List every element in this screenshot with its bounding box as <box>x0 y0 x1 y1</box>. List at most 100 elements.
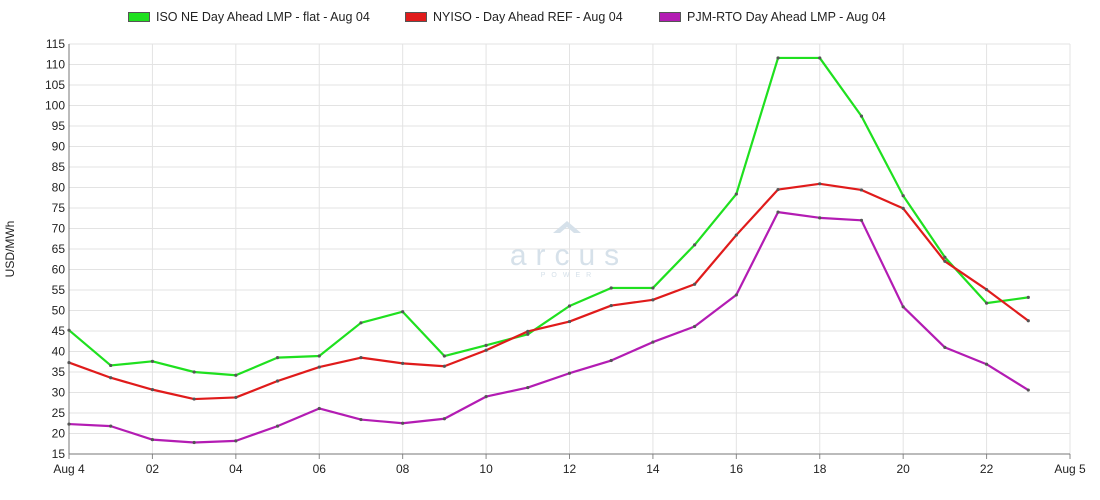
data-point-iso-ne[interactable] <box>1026 295 1030 299</box>
data-point-nyiso[interactable] <box>818 182 822 186</box>
data-point-iso-ne[interactable] <box>901 194 905 198</box>
data-point-nyiso[interactable] <box>651 298 655 302</box>
y-tick-label: 40 <box>52 345 66 359</box>
y-tick-label: 80 <box>52 181 66 195</box>
data-point-iso-ne[interactable] <box>609 286 613 290</box>
series-line-iso-ne[interactable] <box>68 56 1029 377</box>
data-point-pjm[interactable] <box>651 340 655 344</box>
data-point-iso-ne[interactable] <box>442 354 446 358</box>
data-point-nyiso[interactable] <box>1026 319 1030 323</box>
data-point-pjm[interactable] <box>275 424 280 428</box>
x-tick-label: Aug 4 <box>53 462 85 476</box>
data-point-nyiso[interactable] <box>442 364 446 368</box>
data-point-pjm[interactable] <box>150 438 155 442</box>
data-point-nyiso[interactable] <box>67 360 71 365</box>
data-point-iso-ne[interactable] <box>109 363 113 368</box>
data-point-nyiso[interactable] <box>234 395 238 400</box>
data-point-nyiso[interactable] <box>901 206 905 211</box>
y-tick-label: 115 <box>46 37 65 51</box>
data-point-iso-ne[interactable] <box>651 286 655 290</box>
data-point-nyiso[interactable] <box>484 348 488 352</box>
x-tick-label: 12 <box>563 462 577 476</box>
x-tick-label: Aug 5 <box>1054 462 1086 476</box>
data-point-pjm[interactable] <box>984 362 989 366</box>
data-point-pjm[interactable] <box>943 345 947 349</box>
data-point-nyiso[interactable] <box>192 397 196 401</box>
data-point-pjm[interactable] <box>859 218 864 222</box>
data-point-iso-ne[interactable] <box>693 243 697 247</box>
data-point-nyiso[interactable] <box>109 376 113 380</box>
legend-item-nyiso[interactable]: NYISO - Day Ahead REF - Aug 04 <box>405 7 623 27</box>
data-point-pjm[interactable] <box>567 371 572 375</box>
data-point-pjm[interactable] <box>776 210 780 214</box>
data-point-iso-ne[interactable] <box>359 321 363 325</box>
data-point-pjm[interactable] <box>234 439 238 443</box>
data-point-pjm[interactable] <box>526 385 530 390</box>
data-point-iso-ne[interactable] <box>234 373 238 377</box>
data-point-iso-ne[interactable] <box>776 56 780 60</box>
data-point-nyiso[interactable] <box>943 259 947 263</box>
legend-item-pjm[interactable]: PJM-RTO Day Ahead LMP - Aug 04 <box>659 7 886 27</box>
data-point-iso-ne[interactable] <box>192 370 196 374</box>
data-point-pjm[interactable] <box>317 406 321 411</box>
data-point-iso-ne[interactable] <box>984 301 989 305</box>
y-tick-label: 65 <box>52 242 66 256</box>
data-point-nyiso[interactable] <box>609 303 613 308</box>
y-tick-label: 45 <box>52 324 66 338</box>
data-point-iso-ne[interactable] <box>943 255 947 259</box>
data-point-nyiso[interactable] <box>359 356 363 360</box>
data-point-iso-ne[interactable] <box>150 359 155 363</box>
data-point-pjm[interactable] <box>67 422 71 426</box>
data-point-pjm[interactable] <box>359 417 363 422</box>
data-point-pjm[interactable] <box>734 293 738 297</box>
series-layer <box>67 56 1030 445</box>
data-point-nyiso[interactable] <box>526 329 530 334</box>
data-point-nyiso[interactable] <box>401 361 405 365</box>
data-point-iso-ne[interactable] <box>401 310 405 314</box>
data-point-pjm[interactable] <box>192 440 196 445</box>
y-tick-label: 55 <box>52 283 66 297</box>
x-tick-label: 16 <box>730 462 744 476</box>
data-point-nyiso[interactable] <box>776 187 780 192</box>
series-line-pjm[interactable] <box>68 211 1029 444</box>
data-point-iso-ne[interactable] <box>67 328 71 332</box>
data-point-iso-ne[interactable] <box>317 354 321 358</box>
data-point-nyiso[interactable] <box>859 188 864 192</box>
data-point-nyiso[interactable] <box>275 379 280 383</box>
y-tick-label: 110 <box>46 58 65 72</box>
series-line-nyiso[interactable] <box>68 182 1029 401</box>
watermark-peak-icon <box>553 221 581 233</box>
data-point-nyiso[interactable] <box>567 319 572 324</box>
data-point-pjm[interactable] <box>693 324 697 329</box>
legend-label-nyiso: NYISO - Day Ahead REF - Aug 04 <box>433 10 623 24</box>
data-point-pjm[interactable] <box>1026 388 1030 392</box>
data-point-iso-ne[interactable] <box>734 192 738 196</box>
x-tick-label: 22 <box>980 462 994 476</box>
data-point-pjm[interactable] <box>401 421 405 425</box>
x-tick-label: 10 <box>479 462 493 476</box>
data-point-pjm[interactable] <box>818 216 822 220</box>
data-point-pjm[interactable] <box>442 417 446 421</box>
data-point-nyiso[interactable] <box>984 287 989 292</box>
x-tick-label: 02 <box>146 462 160 476</box>
data-point-nyiso[interactable] <box>693 282 697 286</box>
y-tick-label: 35 <box>52 365 66 379</box>
y-tick-label: 90 <box>52 140 66 154</box>
data-point-iso-ne[interactable] <box>484 343 488 347</box>
data-point-pjm[interactable] <box>109 424 113 428</box>
data-point-nyiso[interactable] <box>150 388 155 392</box>
data-point-iso-ne[interactable] <box>818 56 822 60</box>
data-point-iso-ne[interactable] <box>859 114 864 118</box>
data-point-pjm[interactable] <box>484 395 488 399</box>
data-point-iso-ne[interactable] <box>275 356 280 360</box>
data-point-iso-ne[interactable] <box>526 332 530 336</box>
data-point-pjm[interactable] <box>901 305 905 309</box>
y-tick-label: 70 <box>52 222 66 236</box>
legend-item-iso-ne[interactable]: ISO NE Day Ahead LMP - flat - Aug 04 <box>128 7 370 27</box>
data-point-nyiso[interactable] <box>734 233 738 237</box>
data-point-iso-ne[interactable] <box>567 304 572 308</box>
data-point-nyiso[interactable] <box>317 365 321 369</box>
data-point-pjm[interactable] <box>609 358 613 363</box>
y-tick-label: 20 <box>52 427 66 441</box>
